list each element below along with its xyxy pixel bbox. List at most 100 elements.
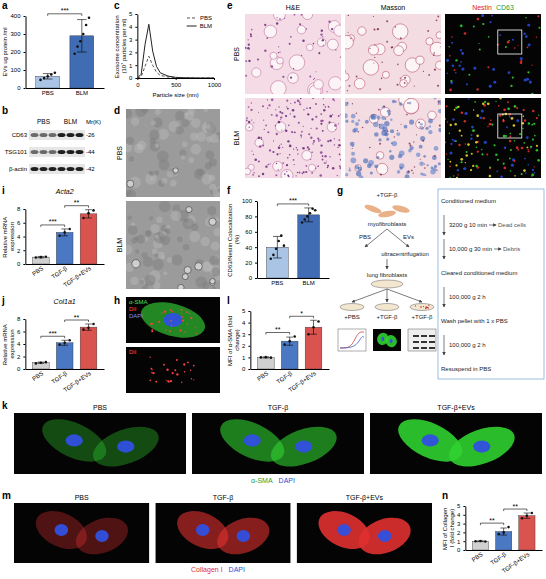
x-axis: PBSBLM [258,279,330,287]
texture [437,16,439,18]
texture [436,32,441,39]
panel-letter: j [1,295,5,306]
texture [195,276,207,288]
texture [383,106,385,108]
texture [278,46,279,47]
label: Debris [503,246,520,252]
column-label: TGF-β [213,494,233,502]
texture [399,163,404,168]
stain-label: α-SMA [129,299,147,305]
texture [146,231,151,236]
texture [317,138,319,140]
axis-line [26,17,27,89]
error-bar-stem [289,337,290,345]
texture [416,153,420,157]
texture [260,137,262,139]
texture [396,132,400,136]
image-background [345,98,441,178]
tick: 0 [17,261,25,267]
legend-label: BLM [200,23,212,29]
texture [434,69,436,71]
data-point [311,207,314,210]
data-point [306,215,309,218]
tick: 80 [245,214,257,220]
texture [481,14,484,17]
tick-mark [23,237,25,238]
texture [497,159,499,161]
legend-label: PBS [200,15,212,21]
band [58,167,66,171]
texture [183,244,190,251]
micrograph [297,503,432,563]
texture [350,38,352,40]
texture [390,129,394,133]
dish [371,280,403,288]
data-point [50,73,53,76]
texture [523,115,525,117]
texture [154,232,166,244]
texture [377,28,379,30]
image-background [245,14,341,94]
texture [489,21,491,23]
tick-label: 2 [129,50,133,56]
error-bar-stem [480,540,481,542]
tick: 2 [129,50,137,56]
tick: 4 [17,341,25,347]
texture [191,378,192,379]
texture [354,78,365,89]
tick-label: 5 [457,503,461,509]
texture [384,121,389,126]
x-axis: 05001000 [136,78,222,88]
tick: 500 [171,78,182,88]
band [31,150,39,154]
tick-mark [255,278,257,279]
texture [385,118,387,120]
texture [378,109,380,111]
texture [435,169,437,171]
tick-label: 4 [129,24,133,30]
tick-label: 3 [242,332,246,338]
texture [302,147,304,149]
texture [163,271,167,275]
tick-mark [135,40,137,41]
texture [493,144,495,146]
texture [511,164,514,167]
texture [365,120,369,124]
tick-label: TGF-β+EVs [287,370,317,393]
texture [386,138,389,141]
texture [301,14,303,16]
texture [167,171,173,177]
icon-band [413,335,419,337]
row-label: TSG101 [5,149,28,155]
texture [178,284,184,289]
texture [273,140,274,141]
texture [527,164,529,166]
texture [475,141,478,144]
band [76,133,84,137]
texture [170,380,172,382]
texture [363,60,379,76]
texture [298,122,300,124]
error-bar [304,208,313,222]
texture [209,218,216,225]
flow-frame [438,189,544,379]
texture [176,373,178,375]
tick-mark [248,369,250,370]
tick-label: PBS [271,280,283,286]
tick: TGF-β+EVs [501,551,531,574]
texture [382,105,385,108]
texture [536,36,537,37]
texture [154,170,159,175]
texture [320,144,322,146]
label: Resuspend in PBS [441,366,491,372]
data-point [260,356,263,359]
plot: 012345PBSTGF-βTGF-β+EVs**** [457,503,543,575]
tick: 6 [17,220,25,226]
bar [281,341,298,369]
texture [212,511,274,561]
significance-label: ** [74,199,80,206]
texture [521,147,524,150]
significance-label: * [300,310,303,317]
data-point [288,340,291,343]
texture [144,274,155,285]
